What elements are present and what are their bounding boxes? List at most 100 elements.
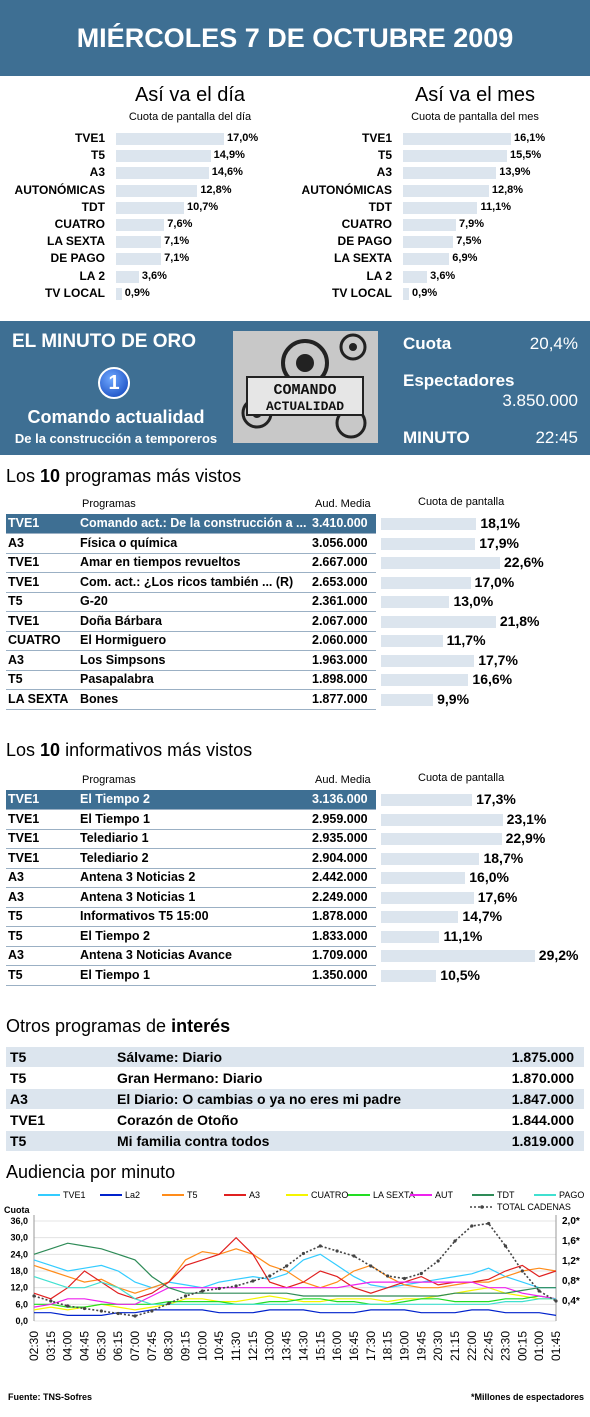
total-point-23 bbox=[419, 1271, 423, 1276]
channel-cell: TVE1 bbox=[8, 555, 40, 569]
y-tick-0: 0,0 bbox=[15, 1316, 28, 1326]
month-value-6: 7,5% bbox=[456, 235, 482, 248]
month-value-0: 16,1% bbox=[514, 132, 546, 144]
top_programs-share-bar-3 bbox=[381, 576, 471, 589]
legend-label-6: AUT bbox=[435, 1190, 454, 1200]
audience-cell: 3.136.000 bbox=[312, 792, 368, 806]
month-label-7: LA SEXTA bbox=[333, 251, 392, 266]
x-tick-1: 03:15 bbox=[44, 1331, 58, 1361]
top_programs-row-3: TVE1 Com. act.: ¿Los ricos también ... (R… bbox=[6, 573, 376, 593]
footer-source: Fuente: TNS-Sofres bbox=[8, 1392, 93, 1402]
x-tick-14: 13:00 bbox=[263, 1331, 277, 1361]
total-point-10 bbox=[200, 1289, 204, 1293]
program-cell: Gran Hermano: Diario bbox=[117, 1070, 263, 1086]
top-programs-title: Los 10 programas más vistos bbox=[6, 466, 242, 486]
program-cell: Comando act.: De la construcción a ... bbox=[80, 516, 307, 530]
total-point-6 bbox=[133, 1314, 137, 1318]
day-bar-2 bbox=[116, 167, 209, 180]
channel-cell: A3 bbox=[8, 535, 24, 550]
audience-cell: 1.847.000 bbox=[511, 1091, 574, 1107]
image-text-2: ACTUALIDAD bbox=[266, 399, 344, 414]
top_programs-share-value-4: 13,0% bbox=[453, 593, 494, 609]
x-tick-22: 19:00 bbox=[397, 1331, 411, 1361]
audience-cell: 1.833.000 bbox=[312, 928, 368, 943]
total-point-15 bbox=[284, 1264, 289, 1268]
top_news-share-value-4: 16,0% bbox=[469, 869, 509, 885]
share-value: 20,4% bbox=[529, 334, 578, 353]
total-point-14 bbox=[268, 1274, 272, 1278]
channel-cell: T5 bbox=[8, 594, 23, 608]
top_programs-row-1: A3 Física o química 3.056.000 bbox=[6, 534, 376, 554]
series-line-tve1 bbox=[33, 1253, 556, 1289]
audience-cell: 2.935.000 bbox=[312, 831, 368, 845]
program-cell: Mi familia contra todos bbox=[117, 1133, 270, 1149]
x-tick-11: 10:45 bbox=[212, 1331, 226, 1361]
channel-cell: T5 bbox=[10, 1049, 27, 1065]
total-point-28 bbox=[503, 1244, 508, 1248]
channel-cell: A3 bbox=[8, 889, 24, 904]
day-value-6: 7,1% bbox=[164, 235, 190, 248]
channel-cell: TVE1 bbox=[8, 792, 40, 806]
top_news-row-2: TVE1 Telediario 1 2.935.000 bbox=[6, 829, 376, 849]
legend-label-2: T5 bbox=[187, 1190, 198, 1200]
month-bar-5 bbox=[403, 219, 456, 231]
day-value-2: 14,6% bbox=[211, 166, 243, 179]
top_news-share-bar-2 bbox=[381, 833, 502, 845]
day-bar-7 bbox=[116, 253, 162, 266]
channel-cell: TVE1 bbox=[8, 516, 40, 530]
total-point-30 bbox=[537, 1289, 541, 1293]
channel-cell: TVE1 bbox=[8, 831, 40, 845]
y-tick-4: 24,0 bbox=[10, 1249, 28, 1259]
top_news-share-bar-7 bbox=[381, 930, 440, 943]
month-bar-3 bbox=[403, 184, 489, 197]
program-cell: Física o química bbox=[80, 535, 178, 550]
month-value-7: 6,9% bbox=[452, 252, 478, 265]
top_news-share-value-0: 17,3% bbox=[476, 791, 516, 807]
top_programs-share-bar-0 bbox=[381, 518, 477, 530]
total-point-1 bbox=[49, 1299, 53, 1303]
y2-tick-2: 1,2* bbox=[562, 1256, 580, 1267]
top_news-share-value-8: 29,2% bbox=[538, 947, 579, 963]
top_programs-share-bar-5 bbox=[381, 615, 496, 628]
minute-chart-title: Audiencia por minuto bbox=[6, 1162, 176, 1182]
total-point-20 bbox=[369, 1264, 373, 1268]
y-tick-1: 6,0 bbox=[15, 1299, 28, 1309]
total-point-25 bbox=[453, 1239, 457, 1243]
program-cell: El Diario: O cambias o ya no eres mi pad… bbox=[117, 1091, 401, 1107]
audience-cell: 2.060.000 bbox=[312, 633, 368, 647]
top_news-share-value-7: 11,1% bbox=[443, 927, 483, 944]
audience-cell: 3.410.000 bbox=[312, 516, 368, 530]
month-bar-4 bbox=[403, 201, 478, 214]
day-subtitle: Cuota de pantalla del día bbox=[128, 111, 252, 123]
x-tick-27: 22:45 bbox=[482, 1331, 496, 1361]
others-row-0: T5 Sálvame: Diario 1.875.000 bbox=[6, 1047, 584, 1067]
x-tick-3: 04:45 bbox=[78, 1331, 92, 1361]
x-tick-18: 16:00 bbox=[330, 1331, 344, 1361]
y-axis-title: Cuota bbox=[4, 1205, 30, 1215]
audience-cell: 2.249.000 bbox=[312, 889, 368, 904]
x-tick-19: 16:45 bbox=[347, 1331, 361, 1361]
program-cell: Los Simpsons bbox=[80, 652, 166, 667]
series-line-tdt bbox=[33, 1242, 556, 1297]
total-point-7 bbox=[150, 1309, 154, 1313]
top_news-share-bar-0 bbox=[381, 794, 473, 806]
month-value-1: 15,5% bbox=[509, 149, 542, 162]
y2-tick-4: 2,0* bbox=[562, 1216, 580, 1227]
audience-cell: 1.875.000 bbox=[511, 1049, 574, 1065]
y2-tick-1: 0,8* bbox=[562, 1276, 580, 1287]
program-cell: Amar en tiempos revueltos bbox=[80, 555, 241, 569]
day-bar-3 bbox=[116, 184, 198, 197]
channel-cell: TVE1 bbox=[8, 574, 40, 589]
program-cell: Corazón de Otoño bbox=[117, 1112, 239, 1128]
audience-cell: 1.350.000 bbox=[312, 967, 368, 982]
total-point-31 bbox=[554, 1299, 558, 1303]
program-cell: Antena 3 Noticias Avance bbox=[80, 948, 232, 962]
x-tick-21: 18:15 bbox=[381, 1331, 395, 1361]
x-tick-23: 19:45 bbox=[414, 1331, 428, 1361]
top_programs-row-6: CUATRO El Hormiguero 2.060.000 bbox=[6, 631, 376, 651]
share-label: Cuota bbox=[403, 334, 452, 353]
x-tick-10: 10:00 bbox=[195, 1331, 209, 1361]
top_programs-share-bar-7 bbox=[381, 654, 475, 667]
day-value-4: 10,7% bbox=[186, 200, 219, 213]
others-row-3: TVE1 Corazón de Otoño 1.844.000 bbox=[6, 1110, 584, 1130]
